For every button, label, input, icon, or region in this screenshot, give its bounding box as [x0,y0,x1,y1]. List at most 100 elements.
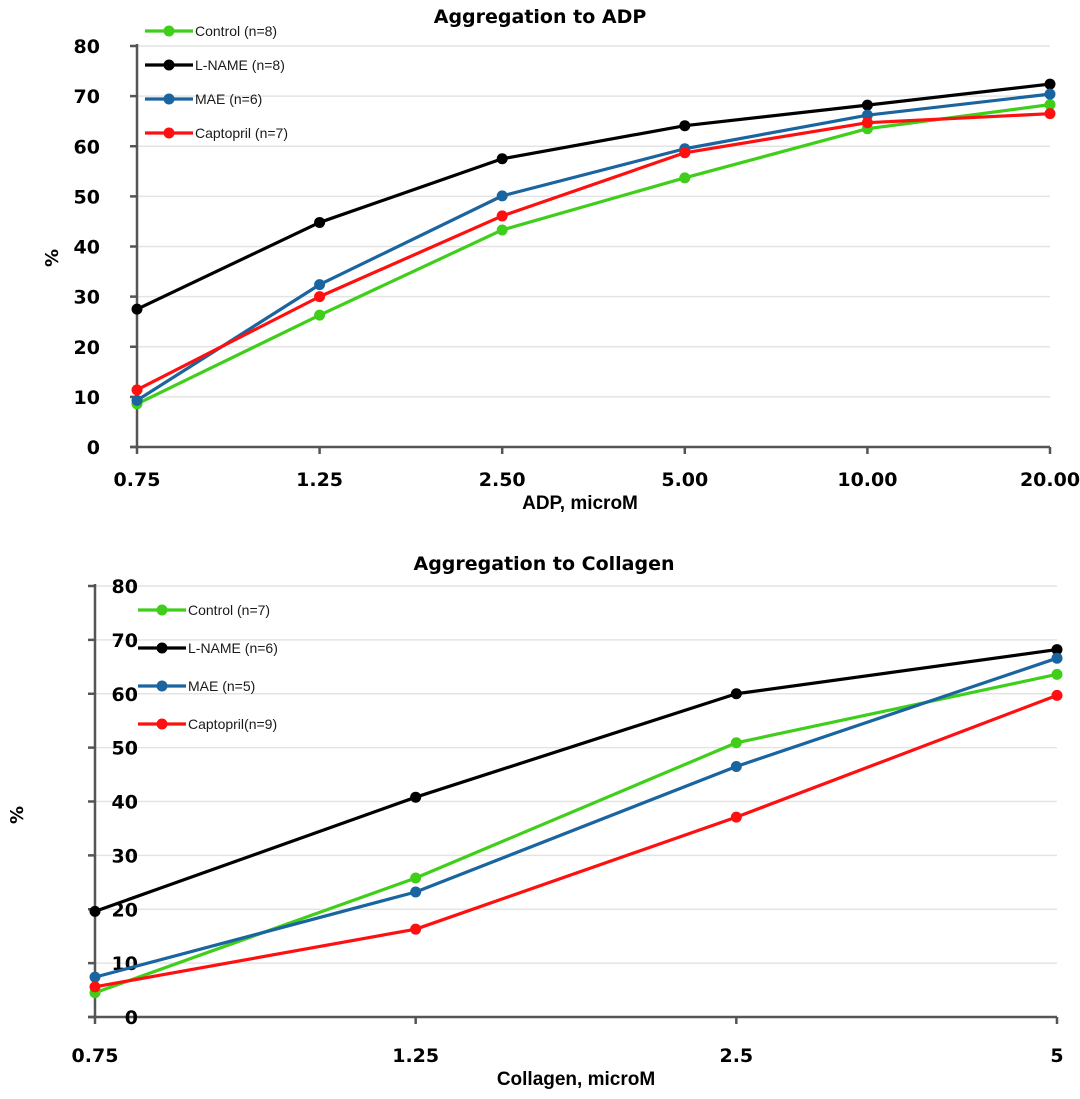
x-tick-label: 1.25 [392,1045,439,1067]
data-point [1051,668,1063,680]
adp-x-ticks: 0.75 1.25 2.50 5.00 10.00 20.00 [114,469,1080,491]
adp-y-ticks: 0 10 20 30 40 50 60 70 80 [74,36,100,459]
collagen-legend: Control (n=7) L-NAME (n=6) MAE (n=5) Captop… [138,602,278,732]
y-tick-label: 50 [74,186,100,208]
y-tick-label: 40 [74,237,100,259]
data-point [1044,108,1056,120]
data-point [131,384,143,396]
x-tick-label: 1.25 [296,469,343,491]
x-tick-label: 2.5 [719,1045,753,1067]
collagen-gridlines [95,585,1057,964]
collagen-chart: Aggregation to Collagen 0102030405060708… [7,553,1064,1090]
data-point [496,210,508,222]
series-captopril-n-9 [89,689,1063,993]
data-point [861,117,873,129]
data-point [89,981,101,993]
adp-legend: Control (n=8) L-NAME (n=8) MAE (n=6) Captop… [145,23,288,141]
x-tick-label: 20.00 [1020,469,1080,491]
x-tick-label: 0.75 [114,469,161,491]
adp-x-axis-title: ADP, microM [522,493,638,514]
data-point [131,394,143,406]
legend-label: L-NAME (n=6) [188,640,278,656]
data-point [730,811,742,823]
data-point [730,737,742,749]
legend-label: L-NAME (n=8) [195,57,285,73]
series-mae-n-5 [89,652,1063,983]
adp-axes [130,44,1052,454]
data-point [730,688,742,700]
legend-swatch-marker [156,604,168,616]
legend-item: Captopril (n=7) [145,125,288,141]
y-tick-label: 70 [112,630,138,652]
data-point [1044,99,1056,111]
data-point [1044,88,1056,100]
legend-item: Captopril(n=9) [138,716,277,732]
series-line [135,112,1052,392]
adp-gridlines [137,45,1050,398]
collagen-series [89,644,1063,999]
collagen-chart-title: Aggregation to Collagen [414,553,675,575]
legend-swatch-marker [156,718,168,730]
series-line [135,103,1052,406]
series-l-name-n-6 [89,644,1063,917]
data-point [679,172,691,184]
legend-swatch-marker [163,25,175,37]
series-line [93,693,1059,989]
y-tick-label: 50 [112,738,138,760]
series-mae-n-6 [131,88,1056,406]
legend-item: Control (n=7) [138,602,270,618]
data-point [679,147,691,159]
x-tick-label: 5.00 [661,469,708,491]
data-point [410,923,422,935]
data-point [410,886,422,898]
data-point [1051,689,1063,701]
legend-item: L-NAME (n=8) [145,57,285,73]
legend-item: MAE (n=5) [138,678,255,694]
data-point [314,279,326,291]
legend-swatch-marker [163,127,175,139]
x-tick-label: 5 [1050,1045,1063,1067]
data-point [496,153,508,165]
data-point [410,791,422,803]
legend-swatch-marker [163,59,175,71]
legend-swatch-marker [156,642,168,654]
legend-label: MAE (n=6) [195,91,262,107]
legend-swatch-marker [156,680,168,692]
data-point [410,872,422,884]
adp-series [131,78,1056,410]
data-point [314,291,326,303]
data-point [1051,644,1063,656]
data-point [861,109,873,121]
series-line [135,92,1052,402]
legend-label: Captopril (n=7) [195,125,288,141]
series-l-name-n-8 [131,78,1056,315]
data-point [89,971,101,983]
y-tick-label: 70 [74,86,100,108]
collagen-x-axis-title: Collagen, microM [497,1069,655,1090]
legend-item: Control (n=8) [145,23,277,39]
data-point [861,99,873,111]
legend-label: Control (n=8) [195,23,277,39]
y-tick-label: 80 [74,36,100,58]
series-line [93,647,1059,914]
data-point [496,224,508,236]
data-point [1051,652,1063,664]
y-tick-label: 30 [112,845,138,867]
y-tick-label: 80 [112,576,138,598]
series-line [93,656,1059,979]
adp-chart-title: Aggregation to ADP [434,6,647,28]
collagen-y-axis-title: % [7,806,28,824]
legend-label: MAE (n=5) [188,678,255,694]
y-tick-label: 0 [125,1007,138,1029]
x-tick-label: 0.75 [72,1045,119,1067]
y-tick-label: 60 [112,684,138,706]
adp-chart: Aggregation to ADP 0 10 20 30 40 50 60 70 80 0.7… [42,6,1080,514]
legend-label: Control (n=7) [188,602,270,618]
data-point [679,120,691,132]
data-point [730,760,742,772]
data-point [1044,78,1056,90]
legend-swatch-marker [163,93,175,105]
data-point [496,190,508,202]
